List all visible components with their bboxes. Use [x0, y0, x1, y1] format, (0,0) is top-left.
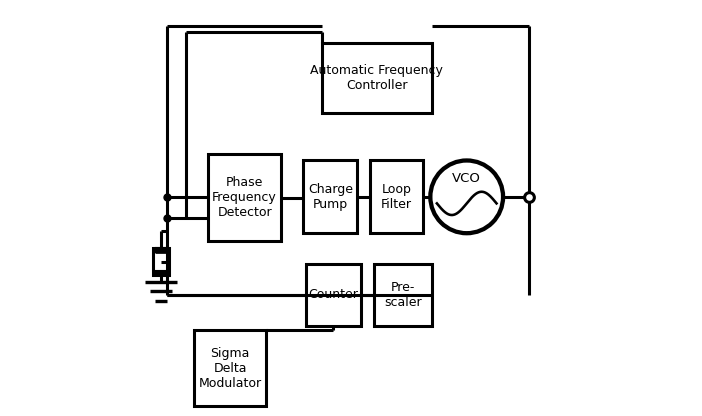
FancyBboxPatch shape [373, 264, 432, 326]
Bar [152, 248, 169, 275]
FancyBboxPatch shape [369, 161, 423, 233]
Text: Sigma
Delta
Modulator: Sigma Delta Modulator [199, 347, 262, 390]
Circle shape [430, 161, 503, 233]
FancyBboxPatch shape [194, 330, 266, 406]
FancyBboxPatch shape [322, 43, 432, 113]
FancyBboxPatch shape [303, 161, 357, 233]
FancyBboxPatch shape [305, 264, 362, 326]
Text: Automatic Frequency
Controller: Automatic Frequency Controller [310, 64, 443, 92]
Text: Pre-
scaler: Pre- scaler [384, 281, 421, 309]
Text: VCO: VCO [452, 172, 481, 185]
Text: Phase
Frequency
Detector: Phase Frequency Detector [212, 176, 277, 219]
FancyBboxPatch shape [208, 154, 281, 241]
Text: Loop
Filter: Loop Filter [381, 183, 412, 210]
Text: Charge
Pump: Charge Pump [308, 183, 353, 210]
Text: Counter: Counter [308, 288, 359, 301]
